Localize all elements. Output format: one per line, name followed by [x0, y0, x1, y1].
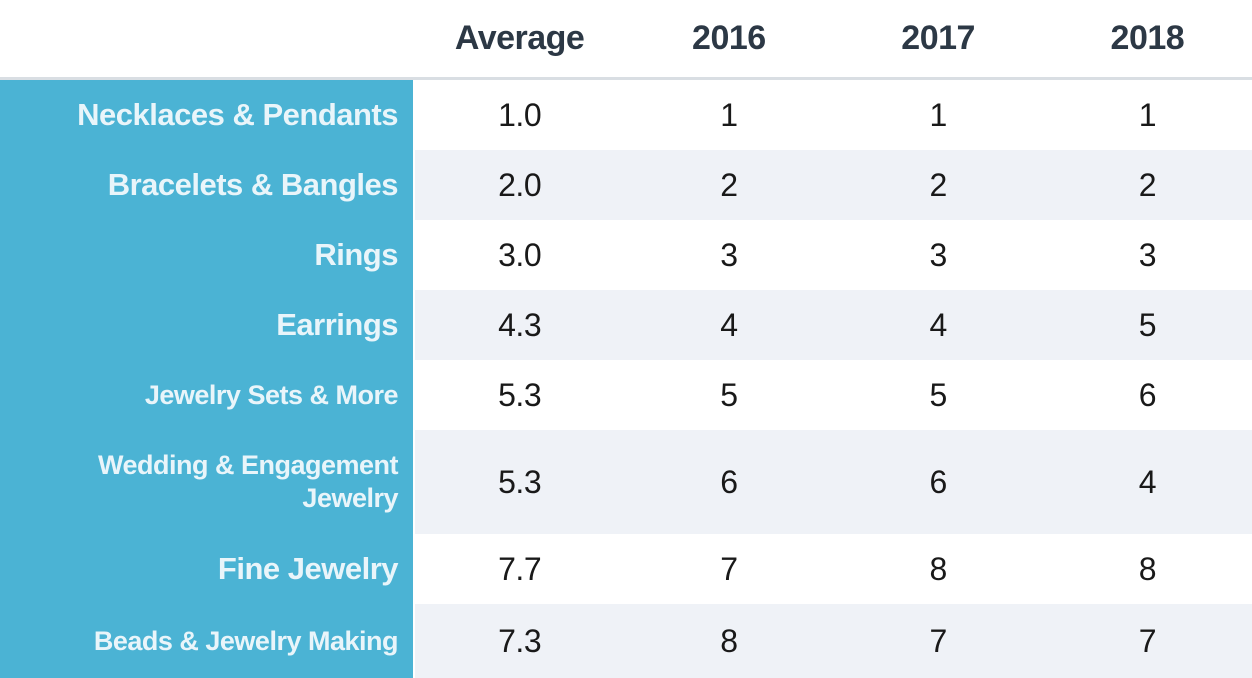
cell-average: 5.3 [415, 360, 625, 430]
cell-average: 3.0 [415, 220, 625, 290]
row-label: Necklaces & Pendants [0, 80, 415, 150]
cell-2016: 3 [624, 220, 834, 290]
header-cell-2018: 2018 [1110, 19, 1185, 57]
table-body: Necklaces & Pendants 1.0 1 1 1 Bracelets… [0, 80, 1252, 678]
table-row: Beads & Jewelry Making 7.3 8 7 7 [0, 604, 1252, 678]
cell-2016: 5 [624, 360, 834, 430]
cell-2017: 5 [833, 360, 1043, 430]
cell-2018: 1 [1042, 80, 1252, 150]
cell-2016: 4 [624, 290, 834, 360]
row-label: Bracelets & Bangles [0, 150, 415, 220]
row-label: Wedding & Engagement Jewelry [0, 430, 415, 534]
header-cell-average: Average [454, 19, 585, 57]
cell-2018: 2 [1042, 150, 1252, 220]
cell-2017: 7 [833, 604, 1043, 678]
row-label: Beads & Jewelry Making [0, 604, 415, 678]
cell-2016: 7 [624, 534, 834, 604]
cell-2018: 5 [1042, 290, 1252, 360]
cell-2016: 8 [624, 604, 834, 678]
cell-2017: 4 [833, 290, 1043, 360]
cell-2017: 3 [833, 220, 1043, 290]
cell-2016: 6 [624, 430, 834, 534]
row-label: Rings [0, 220, 415, 290]
cell-average: 4.3 [415, 290, 625, 360]
table-row: Wedding & Engagement Jewelry 5.3 6 6 4 [0, 430, 1252, 534]
cell-average: 5.3 [415, 430, 625, 534]
table-row: Fine Jewelry 7.7 7 8 8 [0, 534, 1252, 604]
row-label: Fine Jewelry [0, 534, 415, 604]
table-row: Jewelry Sets & More 5.3 5 5 6 [0, 360, 1252, 430]
cell-2017: 1 [833, 80, 1043, 150]
table-row: Necklaces & Pendants 1.0 1 1 1 [0, 80, 1252, 150]
cell-2017: 6 [833, 430, 1043, 534]
cell-average: 2.0 [415, 150, 625, 220]
cell-2018: 7 [1042, 604, 1252, 678]
header-cell-2016: 2016 [692, 19, 766, 57]
row-label: Earrings [0, 290, 415, 360]
cell-2016: 2 [624, 150, 834, 220]
table-row: Rings 3.0 3 3 3 [0, 220, 1252, 290]
cell-2017: 2 [833, 150, 1043, 220]
cell-2018: 6 [1042, 360, 1252, 430]
cell-2017: 8 [833, 534, 1043, 604]
cell-2018: 3 [1042, 220, 1252, 290]
table-row: Earrings 4.3 4 4 5 [0, 290, 1252, 360]
header-cell-2017: 2017 [901, 19, 975, 57]
cell-average: 7.3 [415, 604, 625, 678]
table-header-row: Average 2016 2017 2018 [0, 0, 1252, 80]
cell-average: 7.7 [415, 534, 625, 604]
cell-2016: 1 [624, 80, 834, 150]
cell-2018: 8 [1042, 534, 1252, 604]
row-label: Jewelry Sets & More [0, 360, 415, 430]
cell-average: 1.0 [415, 80, 625, 150]
table-row: Bracelets & Bangles 2.0 2 2 2 [0, 150, 1252, 220]
header-spacer [0, 0, 415, 77]
cell-2018: 4 [1042, 430, 1252, 534]
